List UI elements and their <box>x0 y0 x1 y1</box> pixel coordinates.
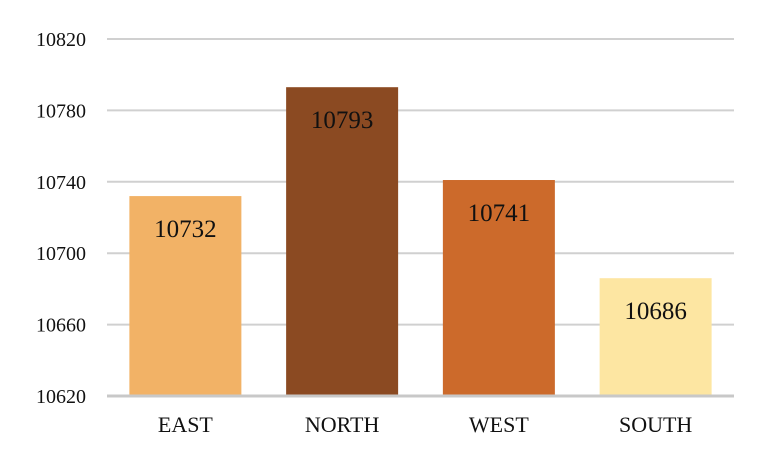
y-tick-label: 10660 <box>36 315 86 337</box>
bar <box>286 87 399 396</box>
y-tick-label: 10820 <box>36 29 86 51</box>
bar <box>129 196 242 396</box>
data-label: 10793 <box>311 107 374 134</box>
data-label: 10686 <box>624 298 687 325</box>
y-tick-label: 10620 <box>36 386 86 408</box>
y-tick-label: 10780 <box>36 100 86 122</box>
data-labels: 10732 10793 10741 10686 <box>154 107 687 325</box>
x-category-label: WEST <box>469 412 529 437</box>
x-category-label: NORTH <box>305 412 380 437</box>
x-category-label: SOUTH <box>619 412 692 437</box>
data-label: 10732 <box>154 216 217 243</box>
bars <box>129 87 712 396</box>
bar <box>599 278 712 396</box>
y-axis-tick-labels: 10620 10660 10700 10740 10780 10820 <box>36 29 86 408</box>
data-label: 10741 <box>468 200 531 227</box>
y-tick-label: 10740 <box>36 172 86 194</box>
x-category-label: EAST <box>158 412 214 437</box>
bar <box>442 180 555 396</box>
y-tick-label: 10700 <box>36 243 86 265</box>
x-axis-category-labels: EAST NORTH WEST SOUTH <box>158 412 693 437</box>
